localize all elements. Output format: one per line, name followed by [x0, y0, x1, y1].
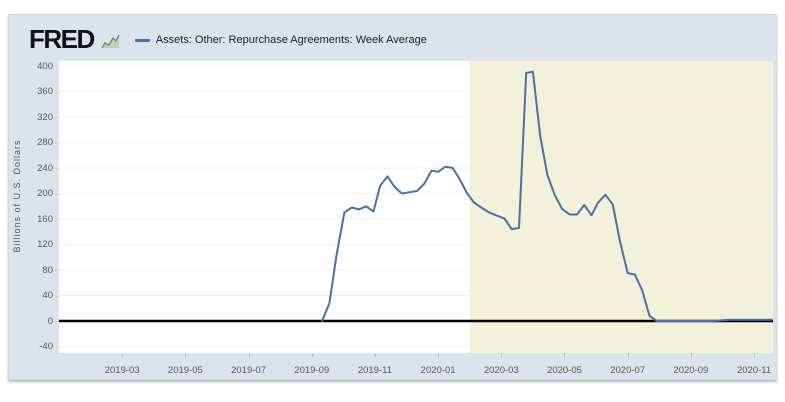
y-tick-mark--40	[55, 346, 59, 348]
y-tick-mark-240	[55, 168, 59, 169]
y-tick-label-80: 80	[42, 264, 53, 276]
x-tick-label-2020-03: 2020-03	[483, 365, 519, 376]
y-tick-mark-40	[55, 295, 59, 297]
y-tick-mark-80	[55, 270, 59, 271]
x-tick-mark-2019-07	[248, 353, 250, 357]
y-tick-mark-200	[55, 193, 59, 195]
y-tick-label--40: -40	[39, 341, 53, 352]
x-tick-mark-2020-11	[754, 353, 756, 357]
y-tick-label-0: 0	[47, 315, 53, 327]
chart-legend: Assets: Other: Repurchase Agreements: We…	[134, 34, 427, 46]
x-tick-mark-2020-03	[501, 353, 503, 357]
plot-area[interactable]	[59, 61, 773, 353]
x-tick-mark-2020-05	[564, 353, 566, 357]
x-tick-mark-2020-09	[690, 353, 692, 357]
chart-header: FRED Assets: Other: Repurchase Agreement…	[29, 25, 427, 53]
y-tick-label-360: 360	[37, 86, 53, 97]
y-tick-label-40: 40	[42, 290, 53, 301]
x-tick-label-2019-05: 2019-05	[167, 365, 203, 376]
chart-canvas[interactable]	[59, 61, 773, 353]
y-tick-label-280: 280	[37, 137, 53, 148]
y-tick-mark-400	[55, 66, 59, 67]
x-tick-label-2020-07: 2020-07	[610, 365, 646, 376]
x-tick-label-2019-03: 2019-03	[104, 365, 140, 376]
y-tick-mark-160	[55, 219, 59, 220]
y-tick-mark-120	[55, 244, 59, 246]
x-tick-mark-2019-05	[185, 353, 187, 357]
y-tick-label-200: 200	[37, 188, 53, 199]
y-tick-label-400: 400	[37, 60, 53, 72]
y-tick-mark-280	[55, 142, 59, 144]
y-tick-mark-360	[55, 91, 59, 93]
y-tick-label-320: 320	[37, 111, 53, 123]
x-tick-label-2019-11: 2019-11	[357, 365, 392, 376]
x-tick-mark-2019-09	[311, 353, 313, 357]
y-tick-label-160: 160	[37, 213, 53, 225]
fred-chart-widget: FRED Assets: Other: Repurchase Agreement…	[8, 14, 777, 380]
x-tick-mark-2019-11	[374, 353, 376, 357]
y-tick-label-240: 240	[37, 162, 53, 174]
x-tick-mark-2019-03	[122, 353, 124, 357]
data-series-line[interactable]	[321, 70, 773, 322]
legend-series-label: Assets: Other: Repurchase Agreements: We…	[155, 34, 427, 46]
y-tick-mark-320	[55, 117, 59, 118]
x-tick-mark-2020-07	[627, 353, 629, 357]
recession-shading-band	[469, 61, 773, 353]
y-tick-mark-0	[55, 321, 59, 322]
y-tick-label-120: 120	[37, 239, 53, 250]
fred-logo[interactable]: FRED	[29, 24, 95, 54]
legend-line-sample	[134, 38, 150, 42]
x-tick-label-2020-05: 2020-05	[547, 365, 582, 376]
x-tick-label-2019-09: 2019-09	[294, 365, 330, 376]
x-tick-label-2020-01: 2020-01	[420, 365, 456, 376]
x-tick-label-2019-07: 2019-07	[231, 365, 266, 376]
x-tick-mark-2020-01	[438, 353, 440, 357]
x-tick-label-2020-09: 2020-09	[673, 365, 709, 376]
x-tick-label-2020-11: 2020-11	[736, 365, 772, 376]
fred-logo-sparkline-icon	[101, 34, 120, 48]
